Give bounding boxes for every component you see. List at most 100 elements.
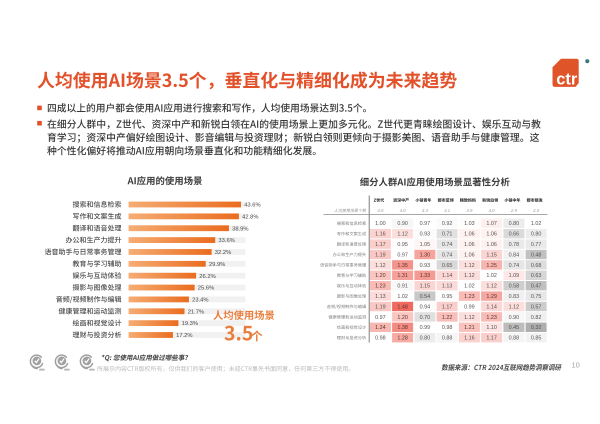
svg-text:0.99: 0.99 xyxy=(420,325,431,331)
svg-text:1.12: 1.12 xyxy=(397,232,408,238)
svg-text:0.95: 0.95 xyxy=(442,294,453,300)
svg-text:0.58: 0.58 xyxy=(509,284,520,290)
svg-text:1.03: 1.03 xyxy=(464,221,475,227)
svg-text:1.17: 1.17 xyxy=(486,336,497,342)
svg-text:0.47: 0.47 xyxy=(531,284,542,290)
svg-text:1.35: 1.35 xyxy=(397,263,408,269)
svg-text:33.6%: 33.6% xyxy=(218,238,234,244)
svg-text:1.48: 1.48 xyxy=(397,304,408,310)
svg-text:1.20: 1.20 xyxy=(375,273,386,279)
svg-text:29.9%: 29.9% xyxy=(209,262,225,268)
svg-text:0.57: 0.57 xyxy=(531,304,542,310)
svg-text:0.32: 0.32 xyxy=(531,325,542,331)
svg-text:1.05: 1.05 xyxy=(420,242,431,248)
svg-text:38.9%: 38.9% xyxy=(232,226,248,232)
svg-text:10: 10 xyxy=(572,361,580,370)
svg-text:1.12: 1.12 xyxy=(509,304,520,310)
svg-text:1.14: 1.14 xyxy=(486,304,497,310)
svg-text:0.98: 0.98 xyxy=(375,336,386,342)
svg-text:0.84: 0.84 xyxy=(509,252,520,258)
svg-text:2.9: 2.9 xyxy=(510,208,518,213)
svg-text:1.06: 1.06 xyxy=(464,252,475,258)
svg-text:1.13: 1.13 xyxy=(442,284,453,290)
svg-text:1.24: 1.24 xyxy=(375,325,386,331)
svg-text:0.83: 0.83 xyxy=(509,294,520,300)
svg-text:3.3: 3.3 xyxy=(422,208,429,213)
svg-text:1.21: 1.21 xyxy=(464,325,475,331)
svg-text:0.90: 0.90 xyxy=(397,221,408,227)
svg-text:0.98: 0.98 xyxy=(442,325,453,331)
svg-text:0.95: 0.95 xyxy=(397,242,408,248)
svg-text:0.85: 0.85 xyxy=(531,336,542,342)
svg-text:3.1: 3.1 xyxy=(444,208,451,213)
svg-text:1.14: 1.14 xyxy=(442,273,453,279)
svg-text:0.74: 0.74 xyxy=(509,263,520,269)
svg-text:1.31: 1.31 xyxy=(397,273,408,279)
svg-text:23.4%: 23.4% xyxy=(192,298,208,304)
svg-text:1.12: 1.12 xyxy=(375,263,386,269)
svg-text:1.25: 1.25 xyxy=(486,263,497,269)
svg-text:0.54: 0.54 xyxy=(420,294,431,300)
svg-text:1.09: 1.09 xyxy=(509,273,520,279)
svg-text:1.19: 1.19 xyxy=(375,304,386,310)
svg-text:0.82: 0.82 xyxy=(531,315,542,321)
svg-text:0.65: 0.65 xyxy=(442,263,453,269)
svg-text:1.00: 1.00 xyxy=(375,221,386,227)
svg-text:21.7%: 21.7% xyxy=(188,309,204,315)
svg-text:0.77: 0.77 xyxy=(531,242,542,248)
svg-text:17.2%: 17.2% xyxy=(176,333,192,339)
svg-text:1.19: 1.19 xyxy=(375,252,386,258)
svg-text:1.12: 1.12 xyxy=(486,284,497,290)
svg-text:0.97: 0.97 xyxy=(420,221,431,227)
svg-text:1.28: 1.28 xyxy=(397,336,408,342)
svg-text:1.23: 1.23 xyxy=(464,294,475,300)
svg-text:1.16: 1.16 xyxy=(464,336,475,342)
svg-text:1.02: 1.02 xyxy=(531,221,542,227)
svg-text:1.06: 1.06 xyxy=(486,232,497,238)
svg-text:1.17: 1.17 xyxy=(442,304,453,310)
svg-text:1.12: 1.12 xyxy=(464,263,475,269)
svg-text:0.92: 0.92 xyxy=(442,221,453,227)
svg-text:1.20: 1.20 xyxy=(397,315,408,321)
svg-text:2.3: 2.3 xyxy=(532,208,540,213)
svg-text:0.74: 0.74 xyxy=(442,242,453,248)
svg-text:0.97: 0.97 xyxy=(375,315,386,321)
svg-text:0.68: 0.68 xyxy=(531,263,542,269)
svg-text:0.91: 0.91 xyxy=(397,284,408,290)
svg-text:1.07: 1.07 xyxy=(486,221,497,227)
svg-text:1.16: 1.16 xyxy=(375,232,386,238)
svg-text:0.80: 0.80 xyxy=(420,336,431,342)
svg-text:0.45: 0.45 xyxy=(509,325,520,331)
svg-text:0.78: 0.78 xyxy=(509,242,520,248)
svg-text:1.13: 1.13 xyxy=(375,294,386,300)
svg-text:19.3%: 19.3% xyxy=(182,321,198,327)
svg-text:1.12: 1.12 xyxy=(464,315,475,321)
svg-text:1.06: 1.06 xyxy=(486,242,497,248)
svg-text:1.17: 1.17 xyxy=(375,242,386,248)
svg-text:1.23: 1.23 xyxy=(486,315,497,321)
svg-text:4.0: 4.0 xyxy=(400,208,407,213)
svg-text:1.02: 1.02 xyxy=(464,284,475,290)
svg-text:0.88: 0.88 xyxy=(442,336,453,342)
svg-text:0.63: 0.63 xyxy=(531,273,542,279)
svg-text:1.22: 1.22 xyxy=(442,315,453,321)
svg-text:3.9: 3.9 xyxy=(466,208,473,213)
svg-text:1.02: 1.02 xyxy=(486,273,497,279)
svg-text:1.06: 1.06 xyxy=(464,242,475,248)
svg-text:0.93: 0.93 xyxy=(420,232,431,238)
svg-text:1.23: 1.23 xyxy=(375,284,386,290)
svg-text:1.12: 1.12 xyxy=(464,273,475,279)
svg-text:1.02: 1.02 xyxy=(397,294,408,300)
svg-text:0.74: 0.74 xyxy=(442,252,453,258)
svg-text:0.75: 0.75 xyxy=(531,294,542,300)
svg-text:1.15: 1.15 xyxy=(486,252,497,258)
svg-text:1.38: 1.38 xyxy=(397,325,408,331)
svg-text:1.10: 1.10 xyxy=(486,325,497,331)
svg-text:0.71: 0.71 xyxy=(442,232,453,238)
svg-text:0.70: 0.70 xyxy=(420,315,431,321)
svg-text:1.30: 1.30 xyxy=(420,252,431,258)
svg-text:43.6%: 43.6% xyxy=(244,203,260,209)
svg-text:1.06: 1.06 xyxy=(464,232,475,238)
svg-text:1.33: 1.33 xyxy=(420,273,431,279)
svg-text:0.80: 0.80 xyxy=(509,221,520,227)
